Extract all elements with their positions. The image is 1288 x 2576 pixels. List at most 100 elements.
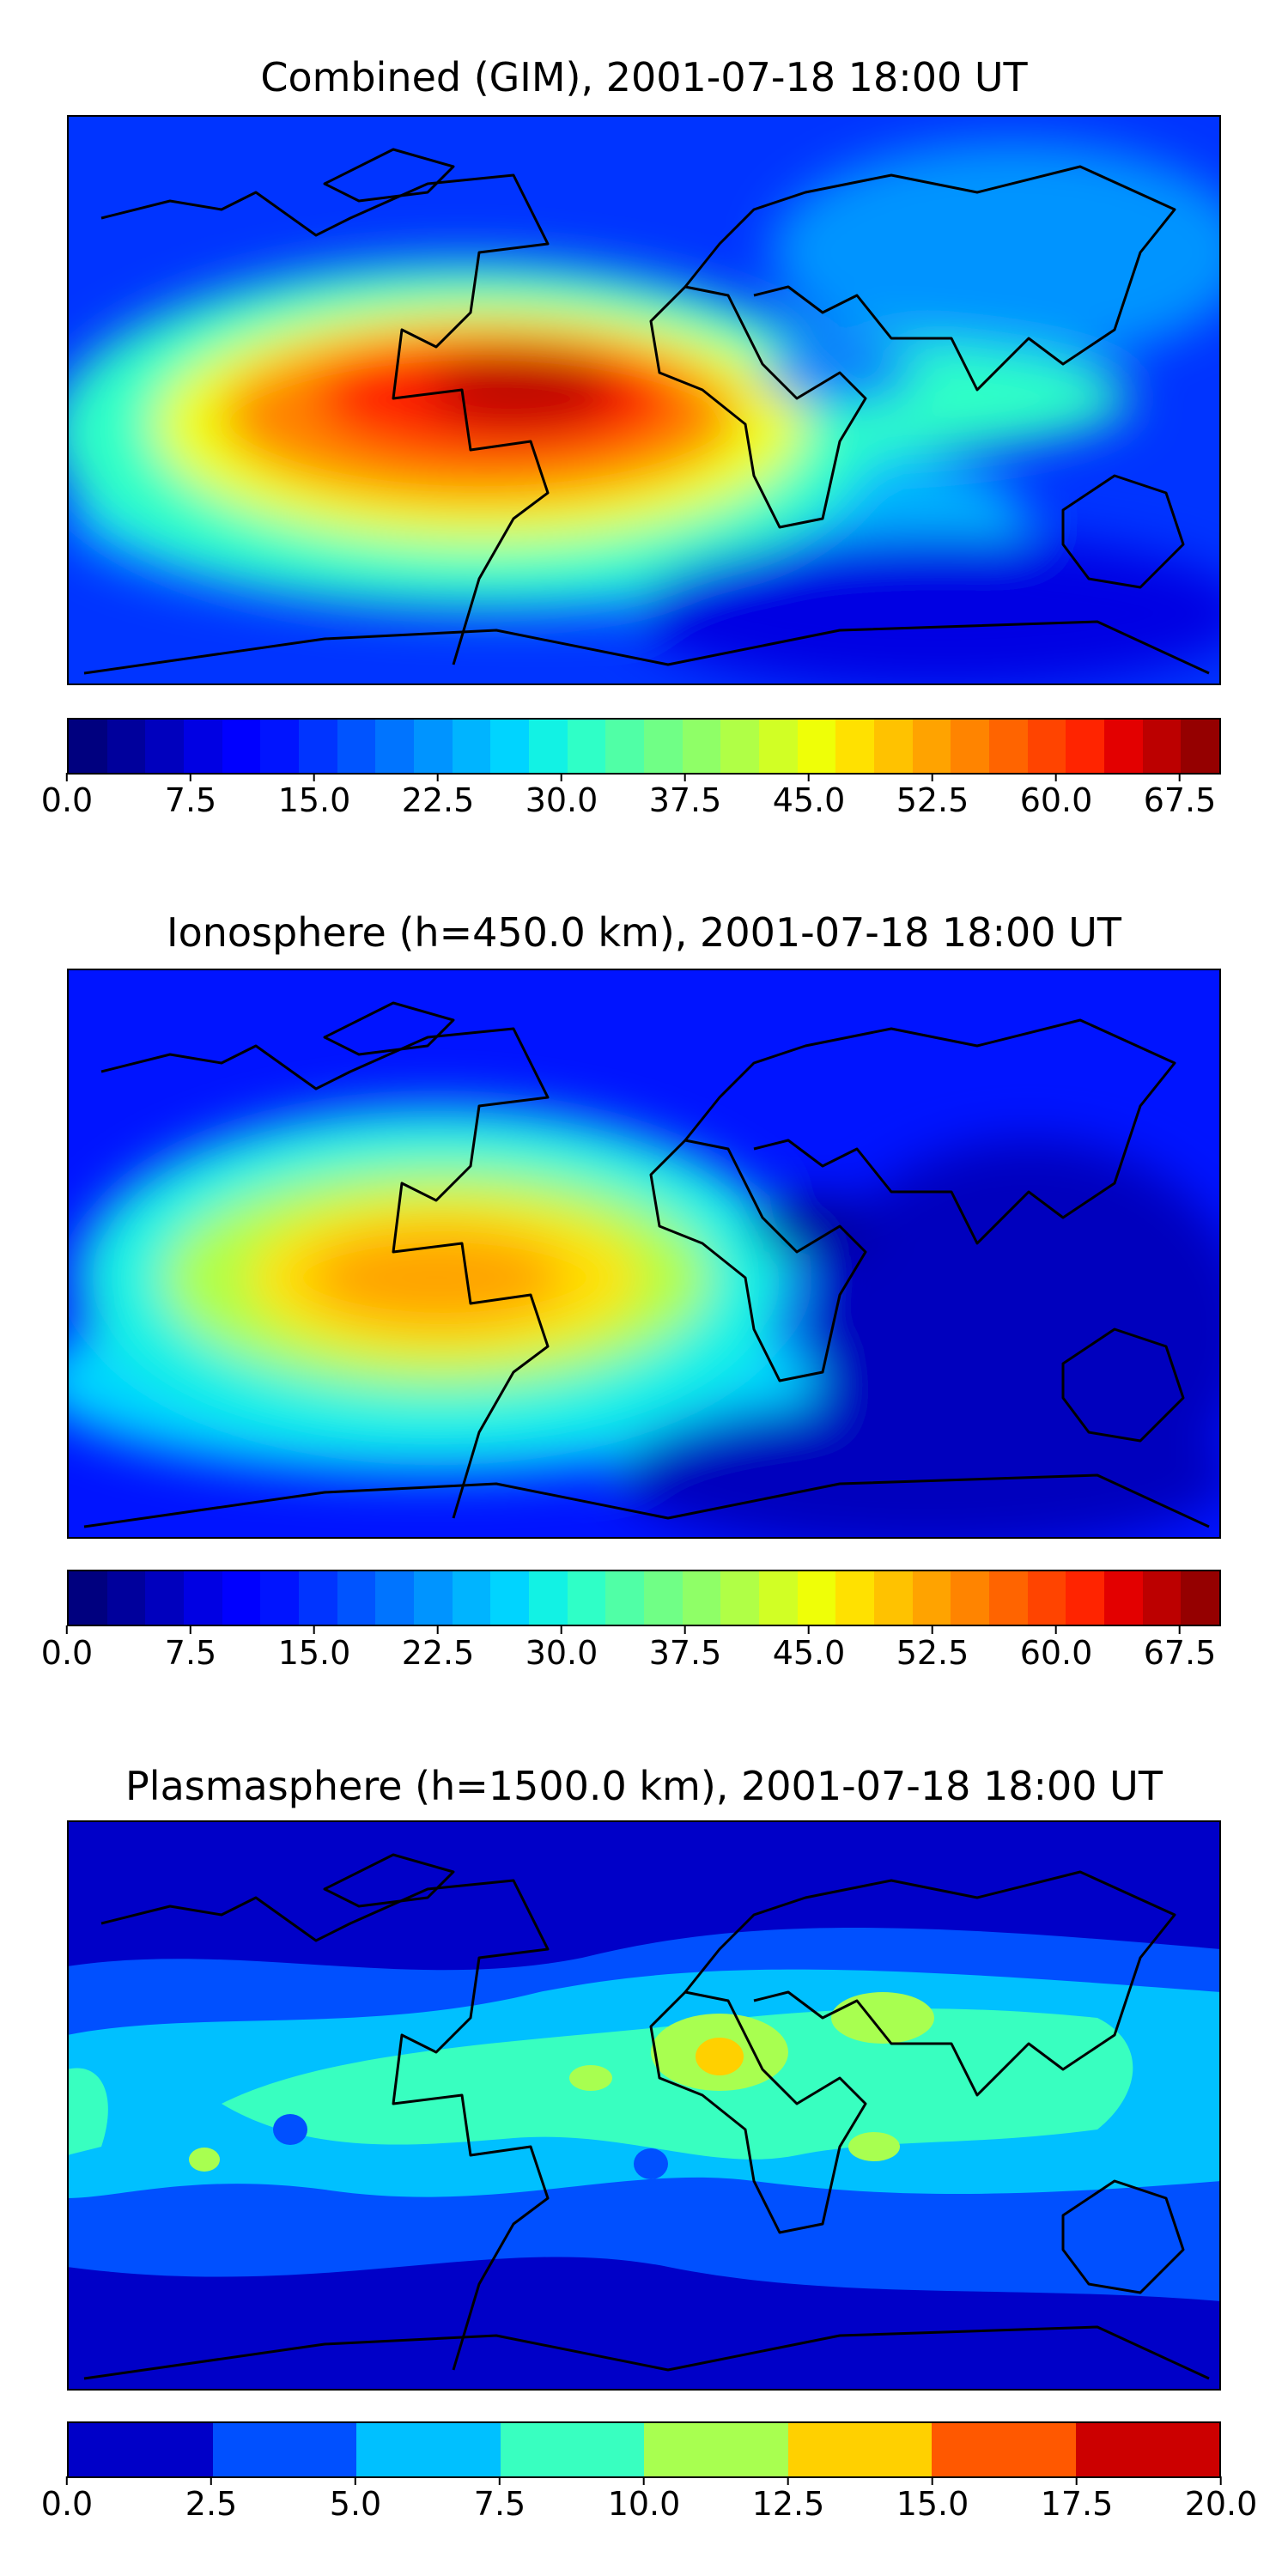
colorbar-segment — [212, 2423, 356, 2476]
colorbar-segment — [1104, 720, 1143, 773]
coastline — [1061, 1327, 1185, 1443]
colorbar-segment — [1104, 1571, 1143, 1625]
colorbar-segment — [1066, 720, 1105, 773]
colorbar-segment — [222, 720, 261, 773]
colorbar-segment — [567, 1571, 606, 1625]
colorbar-tick-mark — [560, 773, 562, 781]
colorbar-tick-label: 45.0 — [772, 773, 846, 819]
colorbar-tick-text: 22.5 — [401, 781, 475, 819]
colorbar-segment — [874, 1571, 913, 1625]
colorbar-tick-label: 67.5 — [1143, 1625, 1217, 1672]
colorbar-tick-label: 30.0 — [526, 1625, 598, 1672]
contour-band — [67, 1820, 1221, 1930]
map-plasmasphere — [67, 1820, 1221, 2391]
colorbar-segment — [414, 720, 453, 773]
coastline — [649, 1990, 867, 2234]
colorbar-segment — [759, 720, 798, 773]
colorbar-tick-mark — [683, 1625, 686, 1634]
colorbar-segment — [529, 720, 568, 773]
colorbar-tick-text: 52.5 — [896, 781, 969, 819]
colorbar-segment — [299, 720, 337, 773]
colorbar-segment — [260, 720, 300, 773]
colorbar-tick-label: 0.0 — [41, 2476, 93, 2523]
contour-band — [189, 2148, 220, 2172]
colorbar-tick-text: 45.0 — [772, 781, 846, 819]
heatmap-combined — [67, 115, 1221, 685]
colorbar-combined — [67, 718, 1221, 775]
colorbar-tick-label: 52.5 — [896, 1625, 969, 1672]
colorbar-tick-text: 7.5 — [164, 1634, 217, 1672]
colorbar-segment — [605, 1571, 645, 1625]
coastline — [1061, 2179, 1185, 2294]
colorbar-tick-text: 0.0 — [40, 2485, 94, 2523]
contour-band — [67, 2068, 108, 2155]
colorbar-tick-text: 22.5 — [401, 1634, 475, 1672]
colorbar-tick-label: 7.5 — [165, 773, 216, 819]
colorbar-tick-text: 30.0 — [525, 781, 598, 819]
colorbar-segment — [145, 1571, 185, 1625]
colorbar-segment — [835, 720, 875, 773]
colorbar-tick-mark — [436, 773, 439, 781]
field-blob — [617, 1398, 1221, 1539]
colorbar-tick-label: 7.5 — [165, 1625, 216, 1672]
colorbar-tick-mark — [66, 773, 68, 781]
colorbar-segment — [951, 1571, 990, 1625]
colorbar-segment — [835, 1571, 875, 1625]
field-blob — [754, 1196, 874, 1256]
heatmap-ionosphere — [67, 969, 1221, 1539]
map-combined — [67, 115, 1221, 685]
colorbar-tick-text: 60.0 — [1019, 781, 1093, 819]
colorbar-segment — [1142, 720, 1182, 773]
colorbar-segment — [337, 1571, 376, 1625]
coastline — [683, 1870, 1176, 2097]
coastline — [323, 148, 455, 203]
colorbar-segment — [797, 1571, 836, 1625]
colorbar-tick-mark — [807, 773, 810, 781]
colorbar-segment — [222, 1571, 261, 1625]
panel-title-plasmasphere: Plasmasphere (h=1500.0 km), 2001-07-18 1… — [125, 1763, 1163, 1809]
coastline — [683, 165, 1176, 392]
colorbar-tick-mark — [931, 773, 933, 781]
field-blob — [428, 351, 617, 428]
colorbar-segment — [299, 1571, 337, 1625]
colorbar-segment — [490, 1571, 530, 1625]
heatmap-plasmasphere — [67, 1820, 1221, 2391]
map-ionosphere — [67, 969, 1221, 1539]
colorbar-segment — [500, 2423, 644, 2476]
colorbar-tick-label: 2.5 — [185, 2476, 237, 2523]
colorbar-segment — [529, 1571, 568, 1625]
contour-band — [634, 2148, 668, 2179]
colorbar-segment — [1027, 720, 1066, 773]
colorbar-tick-text: 45.0 — [772, 1634, 846, 1672]
colorbar-tick-label: 17.5 — [1041, 2476, 1113, 2523]
colorbar-tick-text: 12.5 — [751, 2485, 825, 2523]
colorbar-tick-mark — [190, 1625, 191, 1634]
colorbar-ticks-plasmasphere: 0.0 2.5 5.0 7.5 10.0 12.5 15.0 17.5 20.0 — [41, 2476, 1257, 2523]
colorbar-tick-text: 15.0 — [277, 781, 351, 819]
colorbar-segment — [1066, 1571, 1105, 1625]
colorbar-tick-label: 22.5 — [401, 1625, 475, 1672]
contour-band — [569, 2065, 612, 2091]
colorbar-segment — [932, 2423, 1076, 2476]
colorbar-tick-mark — [499, 2476, 501, 2485]
colorbar-segment — [759, 1571, 798, 1625]
colorbar-tick-text: 15.0 — [896, 2485, 969, 2523]
colorbar-segment — [184, 720, 222, 773]
colorbar-tick-text: 0.0 — [40, 1634, 94, 1672]
colorbar-tick-label: 37.5 — [649, 773, 721, 819]
colorbar-tick-mark — [355, 2476, 356, 2485]
coastline — [83, 620, 1210, 675]
colorbar-tick-label: 10.0 — [607, 2476, 681, 2523]
colorbar-tick-text: 67.5 — [1143, 1634, 1217, 1672]
colorbar-ionosphere — [67, 1570, 1221, 1626]
field-blob — [771, 141, 1221, 364]
colorbar-tick-label: 15.0 — [277, 773, 351, 819]
colorbar-tick-text: 37.5 — [648, 1634, 722, 1672]
colorbar-segment — [644, 1571, 683, 1625]
colorbar-tick-label: 45.0 — [772, 1625, 846, 1672]
colorbar-segment — [644, 2423, 788, 2476]
colorbar-segment — [452, 720, 491, 773]
colorbar-segment — [787, 2423, 932, 2476]
colorbar-tick-text: 10.0 — [607, 2485, 681, 2523]
colorbar-tick-mark — [787, 2476, 789, 2485]
